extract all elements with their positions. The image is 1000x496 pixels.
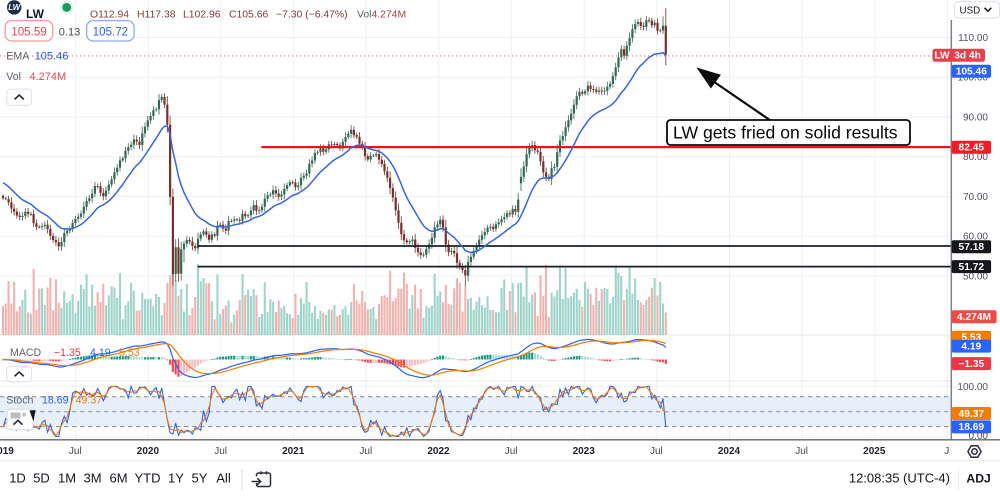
svg-text:49.37: 49.37 <box>959 409 985 420</box>
svg-text:−1.35: −1.35 <box>958 359 984 370</box>
svg-text:L102.96: L102.96 <box>183 9 221 20</box>
svg-text:1Y: 1Y <box>168 471 184 486</box>
svg-text:18.69: 18.69 <box>42 394 69 406</box>
svg-text:80.00: 80.00 <box>963 152 988 163</box>
svg-text:60.00: 60.00 <box>963 232 988 243</box>
svg-text:Jul: Jul <box>650 446 663 457</box>
svg-text:57.18: 57.18 <box>959 242 985 253</box>
svg-text:49.37: 49.37 <box>76 394 103 406</box>
svg-text:0.13: 0.13 <box>59 26 80 38</box>
svg-text:4.274M: 4.274M <box>957 312 991 323</box>
svg-text:70.00: 70.00 <box>963 192 988 203</box>
svg-text:ADJ: ADJ <box>966 472 990 486</box>
svg-text:EMA: EMA <box>6 51 30 63</box>
svg-text:LW: LW <box>8 3 21 12</box>
svg-text:4.19: 4.19 <box>961 341 981 352</box>
svg-text:Jul: Jul <box>214 446 227 457</box>
svg-text:MACD: MACD <box>10 347 42 359</box>
svg-text:6M: 6M <box>109 471 127 486</box>
svg-text:Jul: Jul <box>69 446 82 457</box>
svg-text:100.00: 100.00 <box>957 382 988 393</box>
svg-text:2025: 2025 <box>863 446 886 457</box>
svg-text:51.72: 51.72 <box>959 262 985 273</box>
svg-text:Jul: Jul <box>795 446 808 457</box>
svg-text:1D: 1D <box>9 471 26 486</box>
svg-text:4.274M: 4.274M <box>30 71 67 83</box>
svg-text:J: J <box>944 446 949 457</box>
svg-text:3d 4h: 3d 4h <box>954 51 981 62</box>
svg-text:110.00: 110.00 <box>958 33 988 44</box>
svg-text:18.69: 18.69 <box>959 422 985 433</box>
svg-text:LW gets fried on solid results: LW gets fried on solid results <box>673 123 898 143</box>
svg-text:5.53: 5.53 <box>119 347 140 359</box>
svg-text:Vol: Vol <box>6 71 21 83</box>
svg-text:3M: 3M <box>83 471 101 486</box>
svg-text:4.19: 4.19 <box>90 347 111 359</box>
svg-text:C105.66: C105.66 <box>229 9 269 20</box>
svg-text:2023: 2023 <box>573 446 596 457</box>
svg-text:−7.30 (−6.47%): −7.30 (−6.47%) <box>276 9 348 20</box>
svg-text:105.46: 105.46 <box>35 51 69 63</box>
svg-text:LW: LW <box>26 7 45 21</box>
svg-text:Vol4.274M: Vol4.274M <box>357 9 406 20</box>
svg-text:2022: 2022 <box>427 446 450 457</box>
svg-text:−1.35: −1.35 <box>54 347 81 359</box>
svg-text:105.72: 105.72 <box>93 25 128 38</box>
svg-text:YTD: YTD <box>135 471 161 486</box>
svg-text:1M: 1M <box>58 471 76 486</box>
svg-text:5D: 5D <box>33 471 50 486</box>
svg-text:2020: 2020 <box>137 446 160 457</box>
svg-text:105.46: 105.46 <box>956 67 987 78</box>
svg-text:105.59: 105.59 <box>11 25 46 38</box>
svg-text:2024: 2024 <box>718 446 741 457</box>
svg-text:USD: USD <box>960 6 981 17</box>
svg-text:100.00: 100.00 <box>957 73 988 84</box>
svg-text:90.00: 90.00 <box>963 112 988 123</box>
svg-text:82.45: 82.45 <box>959 143 985 154</box>
svg-text:LW: LW <box>934 51 950 62</box>
svg-text:O112.94: O112.94 <box>90 9 129 20</box>
svg-text:All: All <box>216 471 231 486</box>
svg-text:0.00: 0.00 <box>969 431 989 442</box>
svg-text:12:08:35 (UTC-4): 12:08:35 (UTC-4) <box>849 471 950 486</box>
svg-text:Jul: Jul <box>359 446 372 457</box>
svg-text:50.00: 50.00 <box>963 271 988 282</box>
svg-text:5.53: 5.53 <box>961 333 981 344</box>
svg-text:H117.38: H117.38 <box>137 9 176 20</box>
svg-text:2019: 2019 <box>0 446 14 457</box>
svg-text:Jul: Jul <box>505 446 518 457</box>
svg-text:5Y: 5Y <box>192 471 208 486</box>
svg-text:2021: 2021 <box>282 446 305 457</box>
svg-text:Stoch: Stoch <box>6 394 33 406</box>
